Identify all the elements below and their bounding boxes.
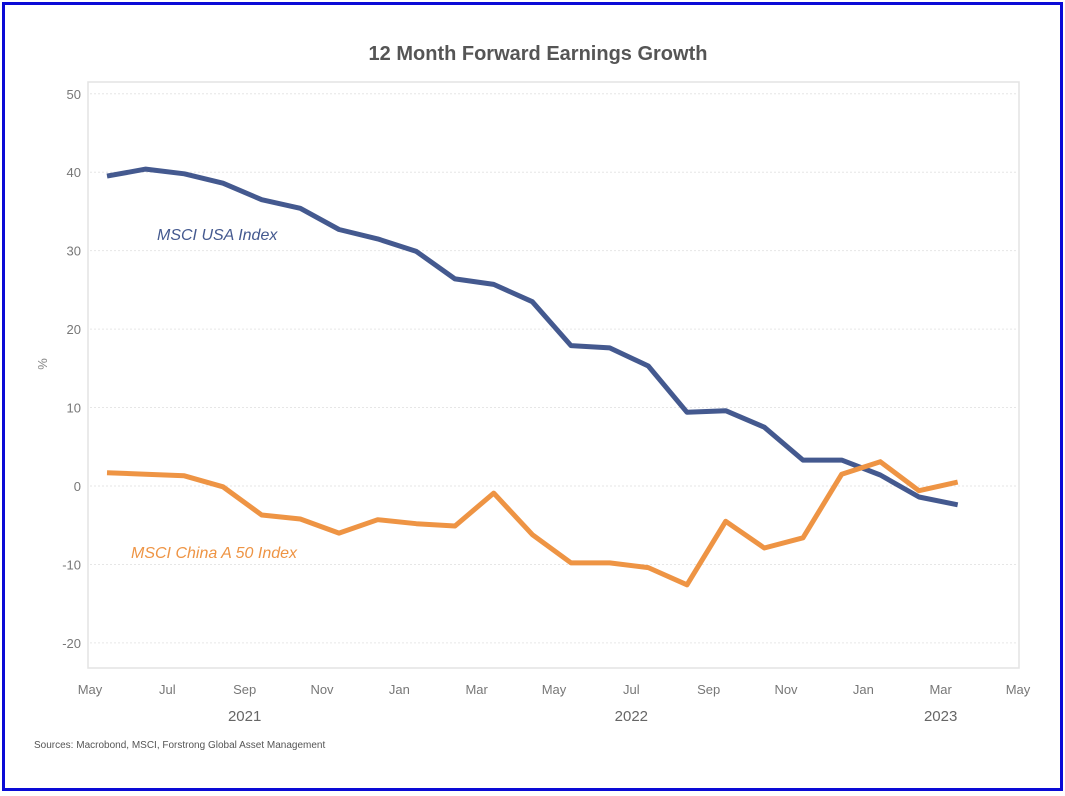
y-tick-label: 30 [67,244,81,259]
y-tick-label: -10 [62,557,81,572]
series-label-msci-usa: MSCI USA Index [157,227,278,244]
y-tick-label: 0 [74,479,81,494]
y-tick-label: 20 [67,322,81,337]
x-year-label: 2022 [615,708,648,725]
y-tick-label: -20 [62,636,81,651]
x-year-label: 2023 [924,708,957,725]
series-label-msci-china-a50: MSCI China A 50 Index [131,545,298,562]
x-year-label: 2021 [228,708,261,725]
x-tick-label: May [78,682,103,697]
x-tick-label: Mar [929,682,952,697]
x-tick-label: Nov [774,682,798,697]
plot-area [87,81,1020,669]
series-line-msci-usa [106,166,959,508]
series-line-msci-china-a50 [106,459,959,588]
y-tick-label: 50 [67,87,81,102]
y-axis-label: % [35,358,50,370]
x-tick-label: Sep [233,682,256,697]
x-tick-label: Nov [310,682,334,697]
x-tick-label: Mar [465,682,488,697]
y-axis: -20 -10 0 10 20 30 40 50 [62,87,81,651]
y-tick-label: 10 [67,401,81,416]
x-tick-label: May [542,682,567,697]
x-axis: May Jul Sep Nov Jan Mar May Jul Sep Nov Jan Mar May 2… [78,682,1031,725]
x-tick-label: Jul [623,682,640,697]
x-tick-label: Sep [697,682,720,697]
x-tick-label: Jan [853,682,874,697]
source-note: Sources: Macrobond, MSCI, Forstrong Glob… [34,740,325,751]
x-tick-label: May [1006,682,1031,697]
chart-title: 12 Month Forward Earnings Growth [369,43,708,65]
series-lines [106,166,959,588]
x-tick-label: Jan [389,682,410,697]
gridlines [90,93,1017,644]
x-tick-label: Jul [159,682,176,697]
y-tick-label: 40 [67,165,81,180]
